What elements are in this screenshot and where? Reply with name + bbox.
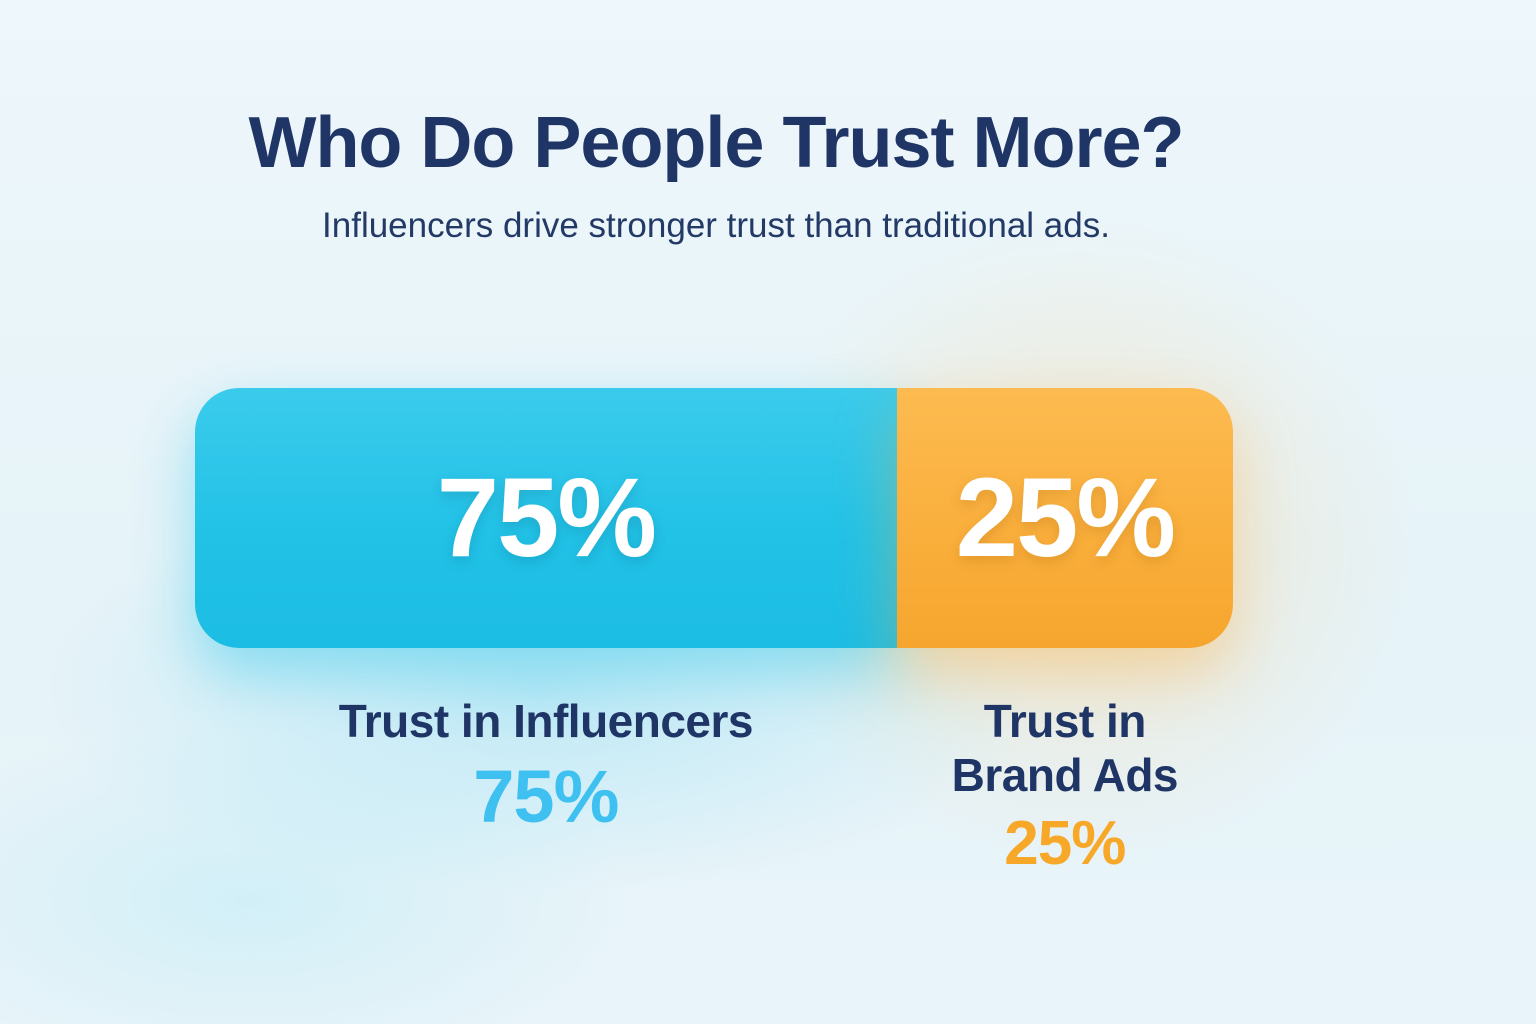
label-cell-influencers: Trust in Influencers 75%: [195, 694, 897, 875]
label-cell-brand-ads: Trust in Brand Ads 25%: [897, 694, 1233, 875]
category-value-brand-ads: 25%: [1004, 808, 1126, 878]
category-label-influencers: Trust in Influencers: [338, 695, 754, 747]
category-label-brand-ads: Trust in Brand Ads: [951, 695, 1179, 802]
category-value-influencers: 75%: [473, 755, 619, 839]
bar-segment-brand-ads-value: 25%: [955, 455, 1176, 580]
stacked-bar: 75% 25%: [195, 388, 1233, 648]
bar-segment-brand-ads: 25%: [896, 388, 1233, 648]
bar-labels-row: Trust in Influencers 75% Trust in Brand …: [195, 694, 1233, 875]
bar-segment-influencers-value: 75%: [436, 455, 657, 580]
header: Who Do People Trust More? Influencers dr…: [196, 103, 1236, 246]
page-title: Who Do People Trust More?: [248, 103, 1184, 183]
bar-segment-influencers: 75%: [195, 388, 897, 648]
page-subtitle: Influencers drive stronger trust than tr…: [322, 205, 1110, 245]
